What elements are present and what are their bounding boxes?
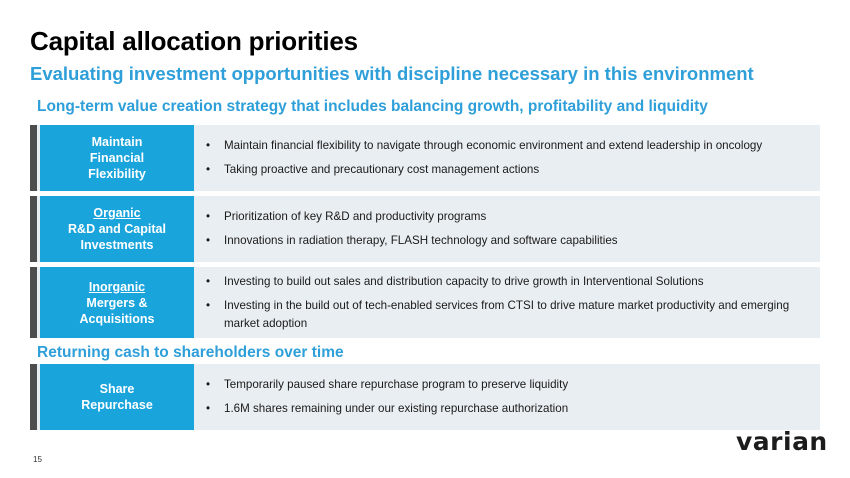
tag-line: Mergers & — [86, 295, 148, 310]
varian-logo: varian — [736, 427, 828, 456]
bullet-item: Investing in the build out of tech-enabl… — [196, 297, 810, 333]
bullet-item: Prioritization of key R&D and productivi… — [196, 208, 810, 226]
priority-row-financial-flexibility: Maintain Financial Flexibility Maintain … — [30, 125, 820, 191]
bullet-item: Maintain financial flexibility to naviga… — [196, 137, 810, 155]
bullet-list: Maintain financial flexibility to naviga… — [196, 125, 810, 191]
bullet-item: Innovations in radiation therapy, FLASH … — [196, 232, 810, 250]
bullet-list: Investing to build out sales and distrib… — [196, 267, 810, 338]
page-subtitle: Evaluating investment opportunities with… — [30, 63, 754, 84]
page-number: 15 — [33, 455, 42, 464]
row-accent-bar — [30, 125, 37, 191]
tag-line: Acquisitions — [79, 311, 155, 326]
priority-row-organic: Organic R&D and Capital Investments Prio… — [30, 196, 820, 262]
row-accent-bar — [30, 196, 37, 262]
row-accent-bar — [30, 267, 37, 338]
section-heading-returning-cash: Returning cash to shareholders over time — [37, 344, 344, 361]
tag-heading-underlined: Organic — [93, 206, 141, 220]
tag-line: Repurchase — [81, 398, 153, 412]
bullet-item: Investing to build out sales and distrib… — [196, 273, 810, 291]
priority-tag: Organic R&D and Capital Investments — [40, 196, 194, 262]
tag-heading-underlined: Inorganic — [88, 279, 146, 294]
tag-line: Financial — [89, 151, 145, 165]
tag-line: Investments — [80, 238, 154, 252]
tag-line: Maintain — [91, 135, 143, 149]
page-title: Capital allocation priorities — [30, 26, 358, 56]
bullet-item: 1.6M shares remaining under our existing… — [196, 400, 810, 418]
bullet-list: Prioritization of key R&D and productivi… — [196, 196, 810, 262]
bullet-item: Taking proactive and precautionary cost … — [196, 161, 810, 179]
row-accent-bar — [30, 364, 37, 430]
bullet-list: Temporarily paused share repurchase prog… — [196, 364, 810, 430]
tag-line: Share — [99, 382, 135, 396]
priority-tag: Inorganic Mergers & Acquisitions — [40, 267, 194, 338]
tag-line: Flexibility — [88, 167, 146, 181]
tag-line: R&D and Capital — [68, 222, 166, 236]
priority-row-share-repurchase: Share Repurchase Temporarily paused shar… — [30, 364, 820, 430]
priority-row-inorganic: Inorganic Mergers & Acquisitions Investi… — [30, 267, 820, 338]
bullet-item: Temporarily paused share repurchase prog… — [196, 376, 810, 394]
section-heading-value-creation: Long-term value creation strategy that i… — [37, 98, 708, 115]
priority-tag: Share Repurchase — [40, 364, 194, 430]
priority-tag: Maintain Financial Flexibility — [40, 125, 194, 191]
